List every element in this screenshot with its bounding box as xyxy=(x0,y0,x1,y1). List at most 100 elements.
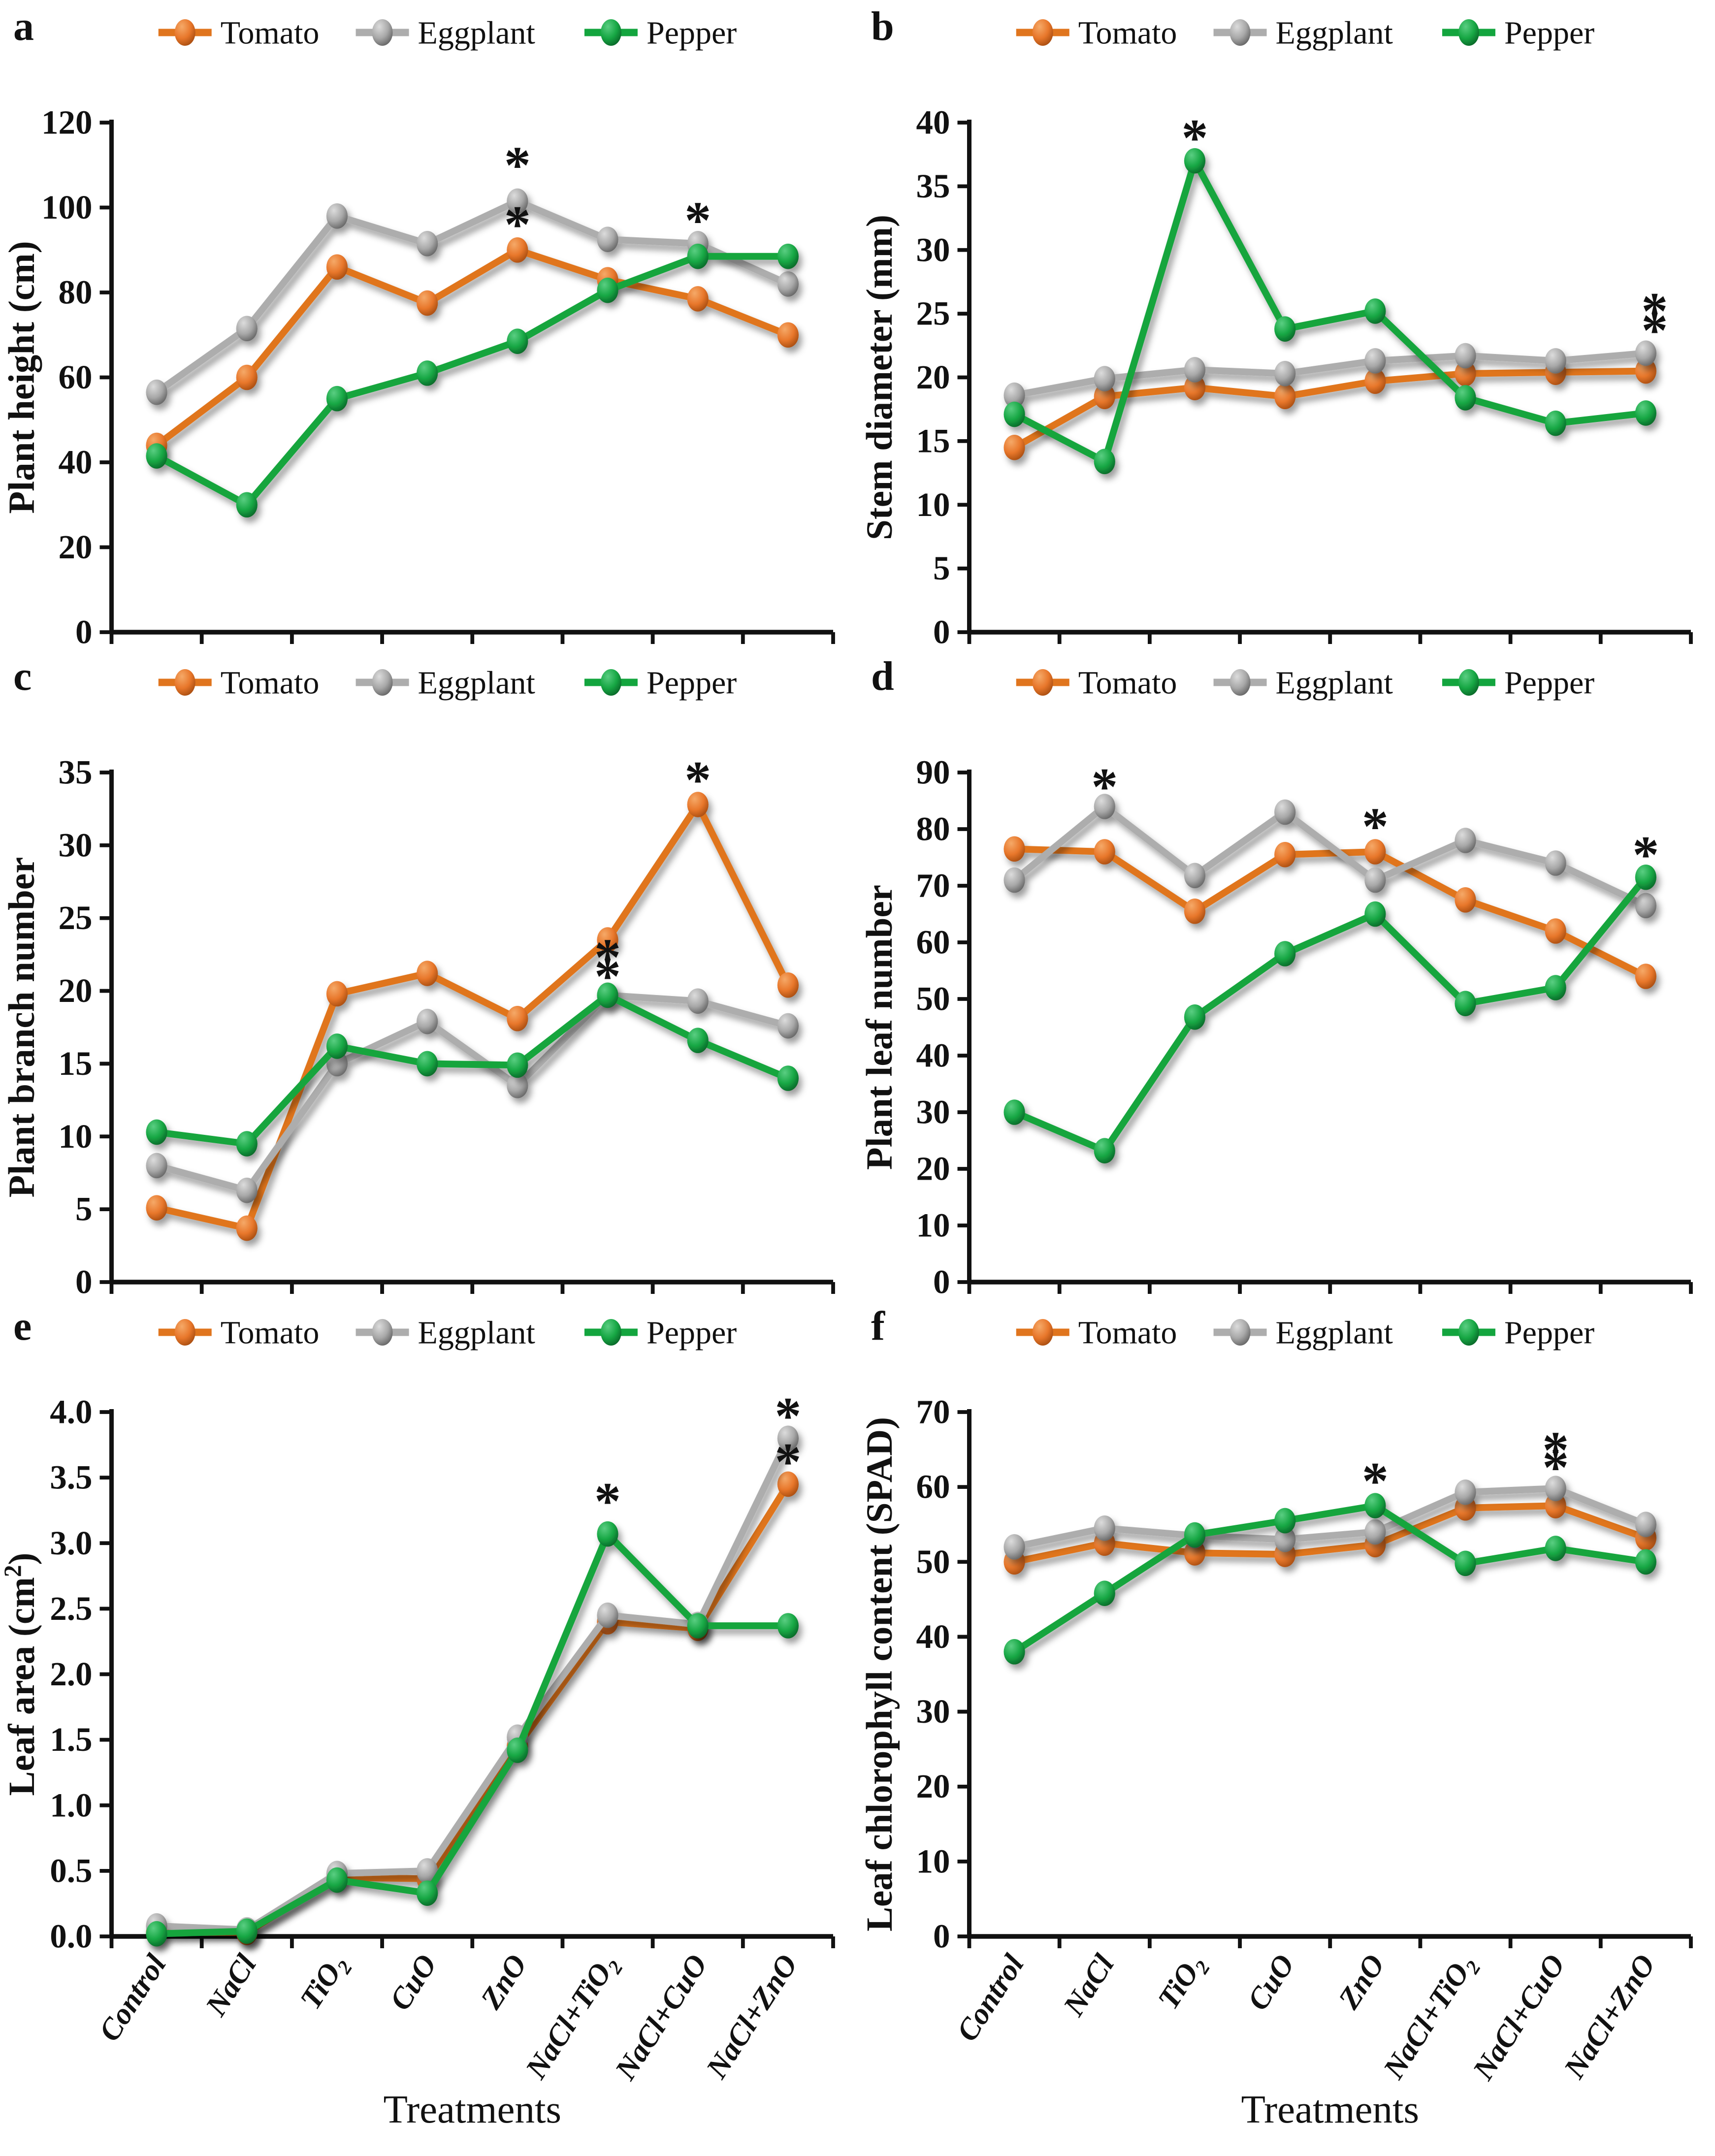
data-point xyxy=(1003,435,1025,460)
y-tick-label: 60 xyxy=(59,358,93,396)
significance-asterisk: * xyxy=(1181,109,1208,167)
y-tick-label: 20 xyxy=(916,358,950,396)
data-point xyxy=(1184,1522,1205,1548)
data-point xyxy=(687,988,709,1014)
legend-label: Pepper xyxy=(647,1315,737,1351)
series-tomato xyxy=(146,1472,799,1945)
y-tick-label: 10 xyxy=(916,1207,950,1244)
legend-marker xyxy=(1032,669,1053,696)
legend-label: Pepper xyxy=(1504,665,1594,701)
y-tick-label: 60 xyxy=(916,924,950,961)
legend-item-tomato: Tomato xyxy=(159,15,320,51)
legend-marker xyxy=(1458,1319,1479,1346)
y-tick-label: 15 xyxy=(59,1045,93,1082)
legend-label: Pepper xyxy=(1504,15,1594,51)
significance-asterisk: * xyxy=(504,136,531,194)
data-point xyxy=(1003,868,1025,893)
legend-marker xyxy=(1230,1319,1250,1346)
legend-label: Eggplant xyxy=(418,665,535,701)
significance-asterisk: * xyxy=(504,195,531,254)
data-point xyxy=(1364,1519,1386,1545)
x-tick-label: Control xyxy=(93,1949,173,2047)
x-tick-label: NaCl+ZnO xyxy=(1557,1949,1662,2085)
panel-letter-c: c xyxy=(13,653,32,699)
legend-label: Tomato xyxy=(1078,665,1177,701)
data-point xyxy=(326,1867,348,1893)
y-tick-label: 40 xyxy=(916,104,950,141)
y-tick-label: 5 xyxy=(75,1191,93,1228)
y-tick-label: 1.5 xyxy=(50,1721,92,1758)
legend-item-eggplant: Eggplant xyxy=(356,665,535,701)
data-point xyxy=(777,1013,799,1039)
data-point xyxy=(236,1178,258,1203)
legend-item-tomato: Tomato xyxy=(1016,665,1177,701)
data-point xyxy=(1545,850,1566,876)
legend-marker xyxy=(601,669,621,696)
data-point xyxy=(1094,1515,1115,1541)
data-point xyxy=(597,278,618,303)
panel-letter-b: b xyxy=(871,3,894,49)
y-tick-label: 0 xyxy=(75,613,93,650)
data-point xyxy=(1003,402,1025,427)
data-point xyxy=(1184,1004,1205,1030)
data-point xyxy=(417,1051,438,1077)
legend-item-pepper: Pepper xyxy=(584,665,737,701)
legend-label: Tomato xyxy=(221,15,320,51)
series-tomato xyxy=(146,792,799,1241)
data-point xyxy=(146,443,167,469)
data-point xyxy=(1274,361,1295,386)
legend-item-pepper: Pepper xyxy=(1442,665,1594,701)
data-point xyxy=(1455,991,1476,1016)
legend-item-eggplant: Eggplant xyxy=(1213,15,1392,51)
data-point xyxy=(1545,918,1566,944)
data-point xyxy=(777,244,799,269)
legend-label: Pepper xyxy=(647,665,737,701)
y-tick-label: 100 xyxy=(41,189,93,226)
data-point xyxy=(1094,1580,1115,1606)
data-point xyxy=(326,981,348,1007)
series-tomato-line xyxy=(157,1484,788,1932)
data-point xyxy=(1184,899,1205,924)
legend-item-tomato: Tomato xyxy=(1016,15,1177,51)
data-point xyxy=(507,1006,528,1031)
y-tick-label: 1.0 xyxy=(50,1786,92,1824)
data-point xyxy=(1455,828,1476,853)
data-point xyxy=(1545,975,1566,1000)
y-tick-label: 80 xyxy=(916,810,950,848)
data-point xyxy=(507,1738,528,1763)
series-tomato-line xyxy=(157,804,788,1228)
series-pepper xyxy=(1003,865,1656,1163)
series-tomato-line xyxy=(157,250,788,446)
data-point xyxy=(1094,839,1115,865)
legend-label: Eggplant xyxy=(1275,15,1392,51)
legend-marker xyxy=(1230,669,1250,696)
legend-item-pepper: Pepper xyxy=(584,15,737,51)
x-tick-label: TiO2 xyxy=(1151,1949,1214,2018)
data-point xyxy=(1364,901,1386,927)
data-point xyxy=(1635,400,1656,426)
legend-item-tomato: Tomato xyxy=(159,1315,320,1351)
x-tick-label: ZnO xyxy=(1331,1949,1391,2015)
legend-marker xyxy=(1032,19,1053,46)
data-point xyxy=(777,1613,799,1639)
data-point xyxy=(1184,863,1205,889)
series-pepper-line xyxy=(157,1534,788,1934)
data-point xyxy=(1003,1099,1025,1125)
significance-asterisk: * xyxy=(775,1433,801,1491)
data-point xyxy=(417,1880,438,1906)
legend-label: Pepper xyxy=(1504,1315,1594,1351)
data-point xyxy=(687,1028,709,1053)
data-point xyxy=(236,1216,258,1241)
y-tick-label: 20 xyxy=(916,1150,950,1188)
y-tick-label: 35 xyxy=(59,754,93,791)
y-tick-label: 2.0 xyxy=(50,1655,92,1693)
data-point xyxy=(146,1120,167,1145)
